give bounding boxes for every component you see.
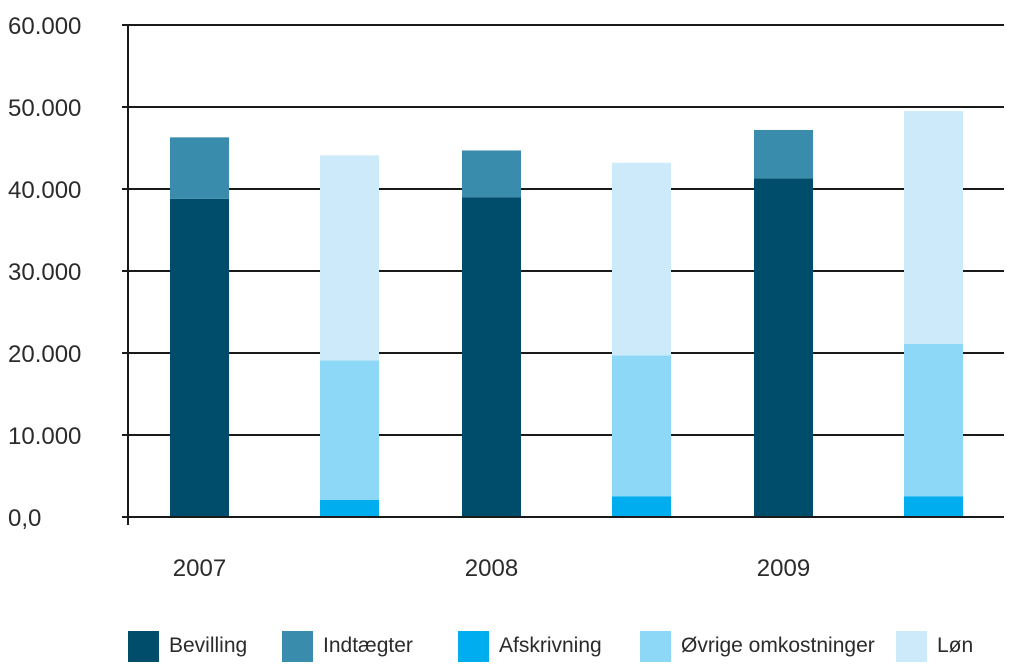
- bar-indtægter-2008: [462, 150, 521, 198]
- y-tick-label: 60.000: [8, 13, 81, 40]
- y-tick-label: 10.000: [8, 423, 81, 450]
- legend-item: Bevilling: [128, 628, 247, 664]
- legend-item: Øvrige omkostninger: [640, 628, 875, 664]
- bar-øvrige-omkostninger-2008: [612, 355, 671, 497]
- axis-labels: 0,0 10.000 20.000 30.000 40.000 50.000 60.000 2…: [8, 13, 810, 582]
- bar-løn-2009: [904, 111, 963, 344]
- legend: Bevilling Indtægter Afskrivning Øvrige omko…: [128, 628, 1008, 664]
- grid-lines: [128, 24, 1004, 436]
- legend-label: Indtægter: [323, 634, 413, 657]
- legend-swatch: [458, 630, 489, 662]
- legend-item: Indtægter: [282, 628, 413, 664]
- x-category-label: 2008: [465, 555, 518, 582]
- legend-label: Løn: [937, 634, 974, 657]
- legend-swatch: [896, 630, 927, 662]
- bar-indtægter-2007: [170, 137, 229, 199]
- bar-løn-2007: [320, 155, 379, 361]
- x-category-label: 2007: [173, 555, 226, 582]
- legend-item: Afskrivning: [458, 628, 602, 664]
- bar-bevilling-2008: [462, 197, 521, 517]
- legend-swatch: [282, 630, 313, 662]
- bar-indtægter-2009: [754, 129, 813, 179]
- bar-bevilling-2009: [754, 178, 813, 517]
- axes: [122, 24, 1004, 525]
- legend-item: Løn: [896, 628, 973, 664]
- bar-øvrige-omkostninger-2007: [320, 360, 379, 500]
- y-tick-label: 30.000: [8, 259, 81, 286]
- legend-label: Bevilling: [169, 634, 248, 657]
- bar-øvrige-omkostninger-2009: [904, 343, 963, 497]
- legend-label: Afskrivning: [499, 634, 602, 657]
- bar-afskrivning-2007: [320, 499, 379, 517]
- bar-afskrivning-2008: [612, 496, 671, 517]
- bar-bevilling-2007: [170, 198, 229, 517]
- y-tick-label: 20.000: [8, 341, 81, 368]
- legend-swatch: [640, 630, 671, 662]
- bar-afskrivning-2009: [904, 496, 963, 517]
- y-tick-label: 40.000: [8, 177, 81, 204]
- y-tick-label: 50.000: [8, 95, 81, 122]
- x-category-label: 2009: [757, 555, 810, 582]
- bar-løn-2008: [612, 162, 671, 356]
- y-tick-label: 0,0: [8, 505, 41, 532]
- bars: [170, 111, 963, 517]
- legend-label: Øvrige omkostninger: [681, 634, 875, 657]
- legend-swatch: [128, 630, 159, 662]
